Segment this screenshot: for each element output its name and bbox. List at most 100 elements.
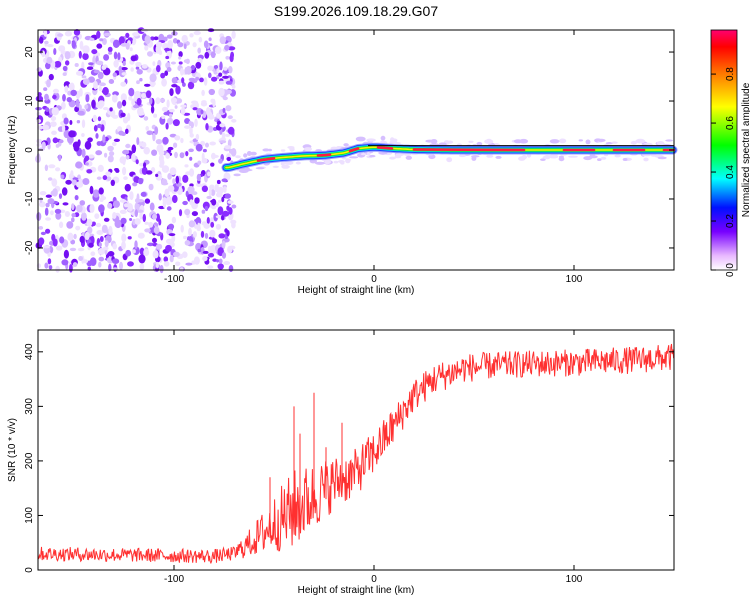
speckle-cell xyxy=(152,213,157,220)
speckle-cell xyxy=(67,232,74,241)
speckle-cell xyxy=(191,100,198,105)
speckle-cell xyxy=(97,164,104,172)
speckle-cell xyxy=(223,261,231,265)
speckle-cell xyxy=(226,156,232,162)
speckle-cell xyxy=(62,94,66,102)
speckle-cell xyxy=(120,67,128,71)
speckle-cell xyxy=(182,251,188,258)
ridge-peak-segment xyxy=(412,148,526,152)
speckle-cell xyxy=(224,145,232,150)
speckle-cell xyxy=(149,73,157,83)
speckle-cell xyxy=(204,51,210,59)
speckle-cell xyxy=(137,232,145,239)
speckle-cell xyxy=(89,185,94,195)
speckle-cell xyxy=(221,132,226,140)
speckle-cell xyxy=(130,67,134,72)
speckle-cell xyxy=(558,138,567,144)
speckle-cell xyxy=(122,116,129,124)
speckle-cell xyxy=(189,168,195,177)
speckle-cell xyxy=(38,237,45,246)
speckle-cell xyxy=(169,254,174,263)
speckle-cell xyxy=(133,104,140,109)
speckle-cell xyxy=(51,130,57,135)
speckle-cell xyxy=(168,113,173,118)
speckle-cell xyxy=(208,88,215,96)
speckle-cell xyxy=(184,208,191,216)
speckle-cell xyxy=(204,232,209,239)
speckle-cell xyxy=(136,69,143,75)
speckle-cell xyxy=(61,101,66,110)
speckle-cell xyxy=(184,164,189,168)
speckle-cell xyxy=(45,202,50,208)
speckle-cell xyxy=(207,265,214,269)
snr-x-ticks: -100 0 100 xyxy=(164,330,583,585)
speckle-cell xyxy=(218,233,226,239)
speckle-cell xyxy=(194,218,200,223)
speckle-cell xyxy=(127,261,134,267)
spectrogram-y-label: Frequency (Hz) xyxy=(7,116,18,185)
speckle-cell xyxy=(98,85,102,92)
ridge-peak-segment xyxy=(256,157,276,162)
speckle-cell xyxy=(84,140,92,150)
speckle-cell xyxy=(188,220,196,228)
speckle-cell xyxy=(168,223,175,230)
speckle-cell xyxy=(484,139,494,145)
speckle-cell xyxy=(207,252,215,258)
speckle-cell xyxy=(158,218,162,226)
speckle-cell xyxy=(74,63,79,67)
speckle-cell xyxy=(622,158,628,161)
speckle-cell xyxy=(70,89,77,97)
speckle-cell xyxy=(206,217,210,225)
speckle-cell xyxy=(171,234,176,243)
speckle-cell xyxy=(207,245,212,254)
speckle-cell xyxy=(446,157,453,163)
speckle-cell xyxy=(134,240,138,250)
speckle-cell xyxy=(215,223,221,230)
speckle-cell xyxy=(216,259,220,263)
speckle-cell xyxy=(180,107,186,115)
speckle-cell xyxy=(215,202,219,208)
speckle-cell xyxy=(635,138,646,144)
speckle-cell xyxy=(52,94,57,100)
speckle-cell xyxy=(304,147,312,152)
speckle-cell xyxy=(118,65,122,75)
speckle-cell xyxy=(73,29,81,36)
speckle-cell xyxy=(148,183,154,191)
speckle-cell xyxy=(227,115,233,120)
speckle-cell xyxy=(144,45,149,51)
speckle-cell xyxy=(76,120,81,124)
speckle-cell xyxy=(72,262,78,267)
speckle-cell xyxy=(46,44,54,48)
speckle-cell xyxy=(614,154,621,158)
snr-line xyxy=(37,343,675,565)
speckle-cell xyxy=(191,211,198,217)
speckle-cell xyxy=(231,118,237,123)
speckle-cell xyxy=(223,186,227,193)
speckle-cell xyxy=(225,80,233,85)
speckle-cell xyxy=(189,126,193,136)
speckle-cell xyxy=(366,152,371,156)
speckle-cell xyxy=(52,88,60,94)
speckle-cell xyxy=(121,241,126,250)
speckle-cell xyxy=(94,213,100,220)
speckle-cell xyxy=(149,97,153,105)
speckle-cell xyxy=(183,235,187,240)
speckle-cell xyxy=(211,238,218,244)
speckle-cell xyxy=(143,248,150,256)
speckle-cell xyxy=(227,126,235,135)
speckle-cell xyxy=(197,47,201,54)
speckle-cell xyxy=(272,165,279,168)
spectrogram-ridge xyxy=(221,142,678,173)
speckle-cell xyxy=(45,107,50,112)
speckle-cell xyxy=(79,88,83,97)
speckle-cell xyxy=(103,246,109,251)
speckle-cell xyxy=(222,107,226,114)
speckle-cell xyxy=(202,148,207,153)
speckle-cell xyxy=(145,125,149,131)
speckle-cell xyxy=(611,141,618,144)
speckle-cell xyxy=(140,93,147,99)
speckle-cell xyxy=(71,217,75,223)
speckle-cell xyxy=(206,195,212,200)
speckle-cell xyxy=(231,30,236,39)
